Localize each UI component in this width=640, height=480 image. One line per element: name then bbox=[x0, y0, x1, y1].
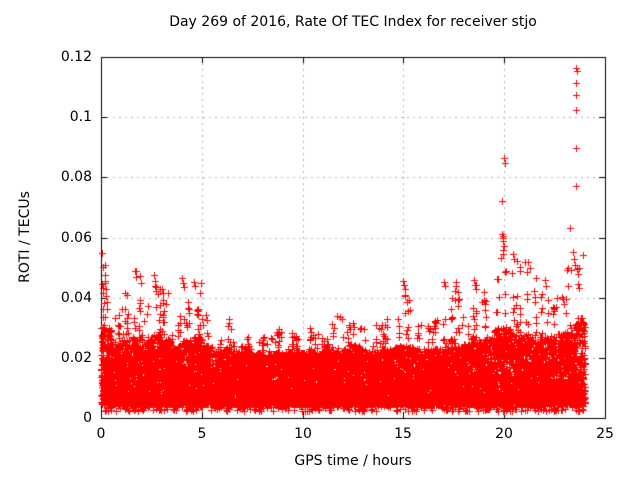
y-tick-label: 0.06 bbox=[60, 230, 92, 246]
y-tick-label: 0.12 bbox=[60, 49, 92, 65]
y-tick-label: 0.04 bbox=[60, 290, 92, 306]
y-tick-label: 0.02 bbox=[60, 350, 92, 366]
x-axis-title: GPS time / hours bbox=[294, 453, 412, 469]
x-tick-label: 15 bbox=[394, 426, 412, 442]
y-tick-label: 0 bbox=[83, 410, 92, 426]
x-tick-label: 10 bbox=[294, 426, 312, 442]
x-tick-label: 0 bbox=[96, 426, 106, 442]
x-tick-label: 20 bbox=[495, 426, 513, 442]
x-tick-label: 25 bbox=[596, 426, 614, 442]
y-tick-label: 0.08 bbox=[60, 169, 92, 185]
x-tick-label: 5 bbox=[197, 426, 207, 442]
chart-title: Day 269 of 2016, Rate Of TEC Index for r… bbox=[169, 14, 537, 30]
y-tick-label: 0.1 bbox=[69, 109, 92, 125]
